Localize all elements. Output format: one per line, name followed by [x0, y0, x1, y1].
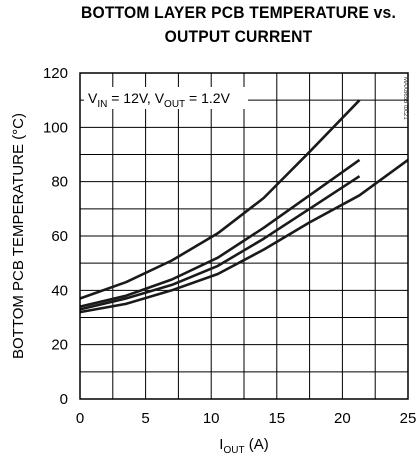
- plot-frame: [79, 72, 409, 400]
- x-axis-label: IOUT (A): [219, 436, 268, 456]
- x-tick-label: 0: [76, 410, 84, 427]
- x-tick-label: 15: [268, 410, 285, 427]
- series-line-1: [79, 99, 361, 300]
- y-tick-label: 0: [60, 391, 68, 408]
- y-tick-label: 80: [51, 174, 68, 191]
- y-tick-label: 60: [51, 228, 68, 245]
- y-tick-label: 120: [43, 65, 68, 82]
- x-tick-label: 25: [400, 410, 417, 427]
- y-tick-label: 40: [51, 282, 68, 299]
- x-tick-label: 20: [334, 410, 351, 427]
- chart-title-line-2: OUTPUT CURRENT: [164, 27, 313, 46]
- watermark-text: MAX8655 toc21: [402, 77, 408, 120]
- annotation-background: [84, 87, 248, 109]
- chart-title-line-1: BOTTOM LAYER PCB TEMPERATURE vs.: [81, 3, 396, 22]
- y-axis-label: BOTTOM PCB TEMPERATURE (°C): [10, 113, 27, 359]
- grid: [80, 73, 408, 399]
- series-line-2: [79, 158, 361, 308]
- series-line-4: [79, 158, 409, 314]
- tick-labels: 0 5 10 15 20 25 0 20 40 60 80 100 120: [43, 65, 416, 427]
- series-layer: [79, 99, 409, 314]
- y-tick-label: 100: [43, 119, 68, 136]
- y-tick-label: 20: [51, 337, 68, 354]
- x-tick-label: 10: [203, 410, 220, 427]
- series-line-3: [79, 175, 361, 311]
- condition-annotation: VIN = 12V, VOUT = 1.2V: [88, 90, 231, 110]
- x-tick-label: 5: [141, 410, 149, 427]
